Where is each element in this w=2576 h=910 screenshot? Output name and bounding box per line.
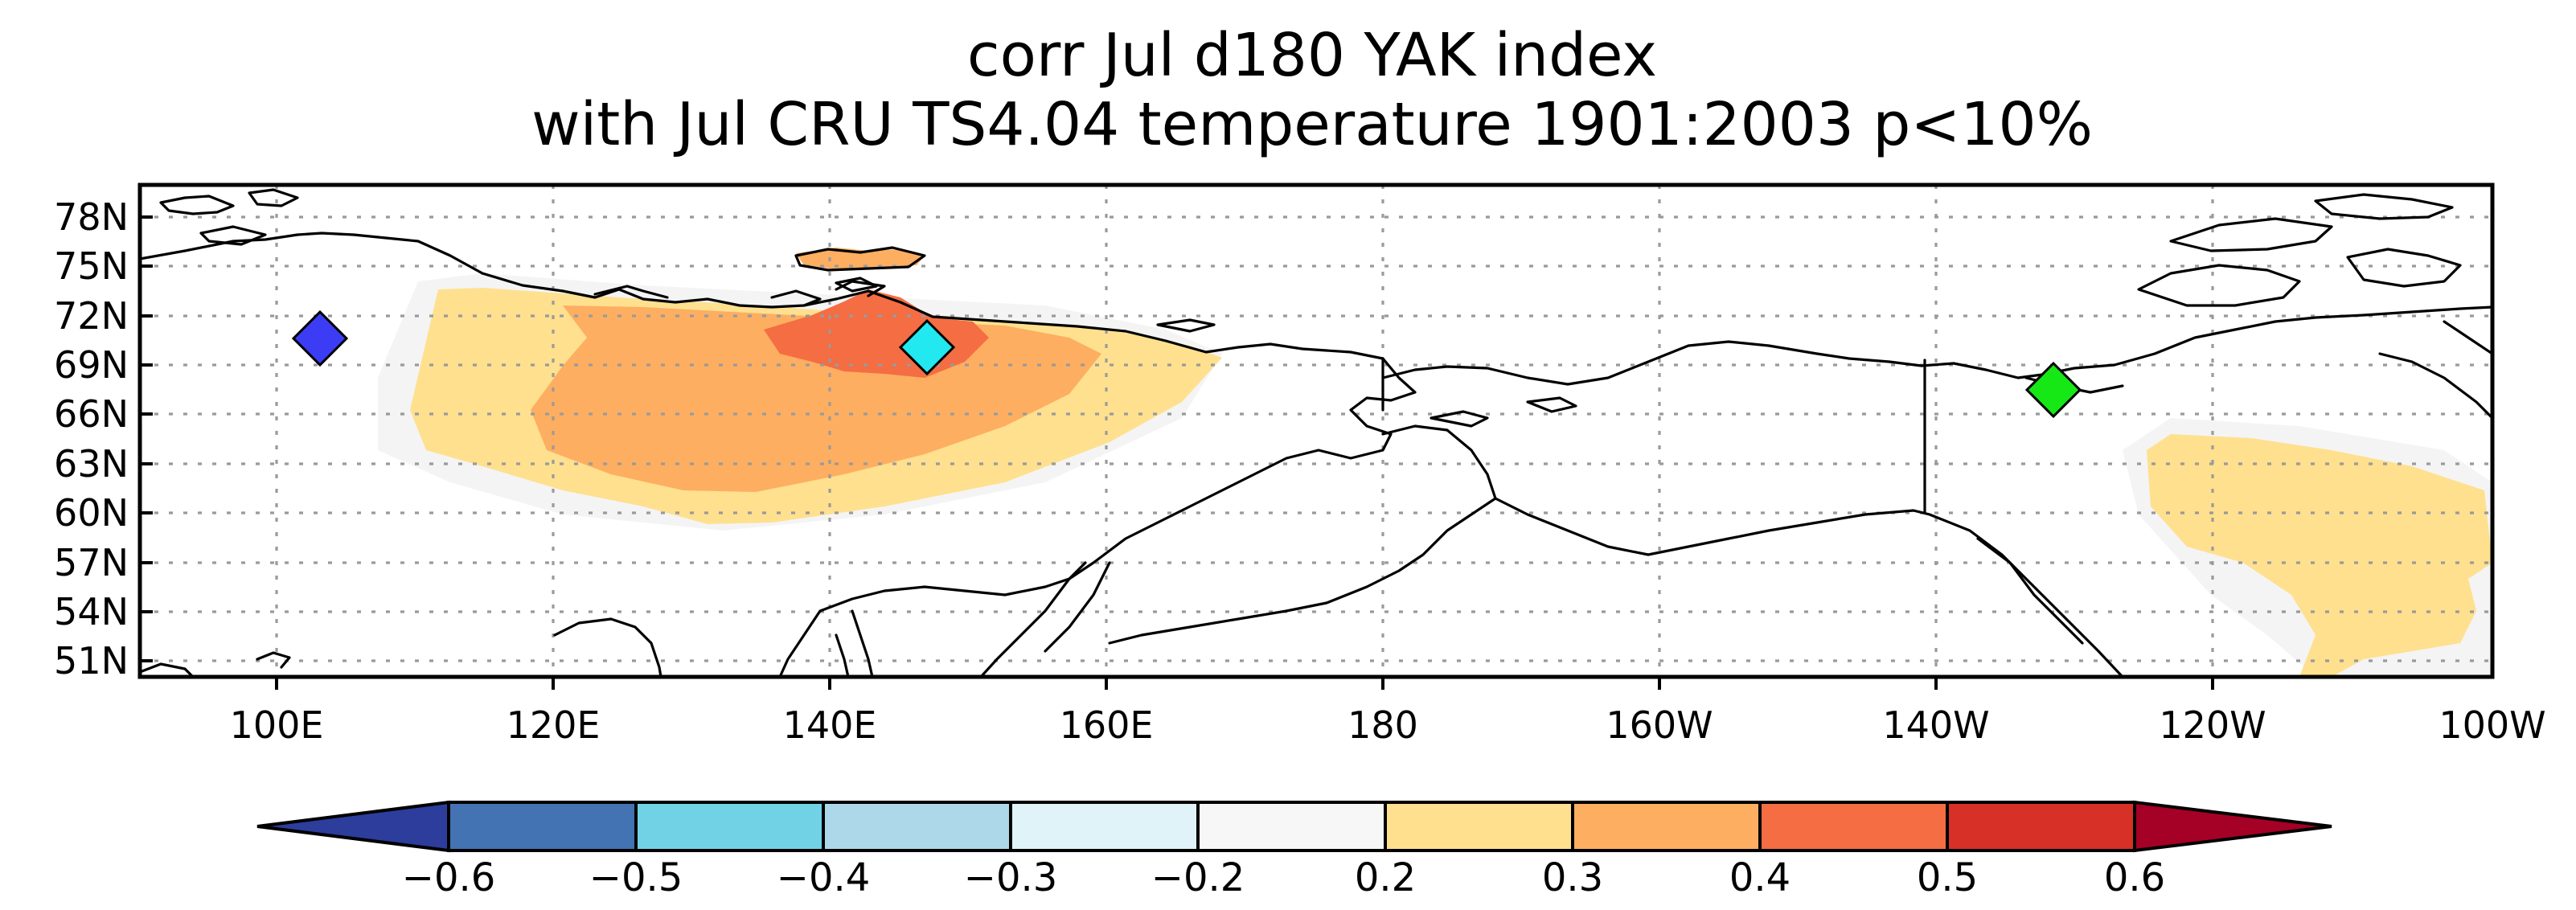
lat-label-78n: 78N xyxy=(54,195,129,239)
lon-label-140w: 140W xyxy=(1882,703,1989,747)
lat-label-72n: 72N xyxy=(54,294,129,338)
lon-label-100e: 100E xyxy=(230,703,324,747)
map-title-line-1: corr Jul d180 YAK index xyxy=(967,21,1657,90)
colorbar-bin-9 xyxy=(1946,801,2136,852)
map-content xyxy=(140,185,2492,677)
lat-label-51n: 51N xyxy=(54,639,129,682)
colorbar-arrow-low xyxy=(256,800,450,853)
colorbar-label-8: 0.4 xyxy=(1729,855,1790,900)
colorbar-bin-2 xyxy=(634,801,825,852)
lat-label-57n: 57N xyxy=(54,541,129,584)
gridlines xyxy=(140,185,2492,677)
colorbar-label-7: 0.3 xyxy=(1542,855,1603,900)
lon-label-100w: 100W xyxy=(2439,703,2545,747)
lon-label-160w: 160W xyxy=(1606,703,1713,747)
colorbar-bin-7 xyxy=(1571,801,1762,852)
lat-label-60n: 60N xyxy=(54,491,129,535)
green-diamond-marker xyxy=(2024,361,2082,419)
colorbar-label-1: −0.6 xyxy=(402,855,496,900)
lat-label-66n: 66N xyxy=(54,392,129,436)
colorbar-label-9: 0.5 xyxy=(1917,855,1978,900)
colorbar-bin-5 xyxy=(1196,801,1387,852)
lat-label-69n: 69N xyxy=(54,343,129,387)
shading-0.2-0.3-western-canada xyxy=(2147,434,2492,677)
lat-label-63n: 63N xyxy=(54,442,129,486)
colorbar-bin-1 xyxy=(447,801,638,852)
coastlines xyxy=(140,188,2492,677)
colorbar: −0.6 −0.5 −0.4 −0.3 −0.2 0.2 0.3 0.4 0.5… xyxy=(256,800,2332,900)
shading-0.3-0.4-new-siberian-islands xyxy=(796,248,925,269)
lat-label-75n: 75N xyxy=(54,244,129,288)
lon-label-120w: 120W xyxy=(2159,703,2266,747)
lon-label-180: 180 xyxy=(1347,703,1418,747)
site-markers xyxy=(291,309,2082,419)
lon-label-120e: 120E xyxy=(507,703,601,747)
colorbar-bin-4 xyxy=(1009,801,1200,852)
cyan-diamond-marker xyxy=(898,318,956,376)
colorbar-label-3: −0.4 xyxy=(777,855,871,900)
colorbar-label-5: −0.2 xyxy=(1151,855,1245,900)
lon-label-140e: 140E xyxy=(783,703,877,747)
colorbar-label-6: 0.2 xyxy=(1355,855,1416,900)
colorbar-bin-3 xyxy=(822,801,1012,852)
blue-diamond-marker xyxy=(291,309,349,367)
lon-label-160e: 160E xyxy=(1060,703,1154,747)
map-title-line-2: with Jul CRU TS4.04 temperature 1901:200… xyxy=(531,90,2093,159)
map-panel: 78N 75N 72N 69N 66N 63N 60N 57N 54N 51N … xyxy=(54,182,2546,747)
map-frame xyxy=(137,182,2495,679)
colorbar-bin-8 xyxy=(1758,801,1949,852)
lat-label-54n: 54N xyxy=(54,590,129,633)
colorbar-bin-6 xyxy=(1384,801,1574,852)
colorbar-label-4: −0.3 xyxy=(964,855,1058,900)
latitude-axis: 78N 75N 72N 69N 66N 63N 60N 57N 54N 51N xyxy=(54,195,153,682)
colorbar-label-10: 0.6 xyxy=(2104,855,2165,900)
colorbar-arrow-high xyxy=(2133,800,2332,853)
colorbar-label-2: −0.5 xyxy=(589,855,683,900)
longitude-axis: 100E 120E 140E 160E 180 160W 140W 120W 1… xyxy=(230,677,2546,747)
